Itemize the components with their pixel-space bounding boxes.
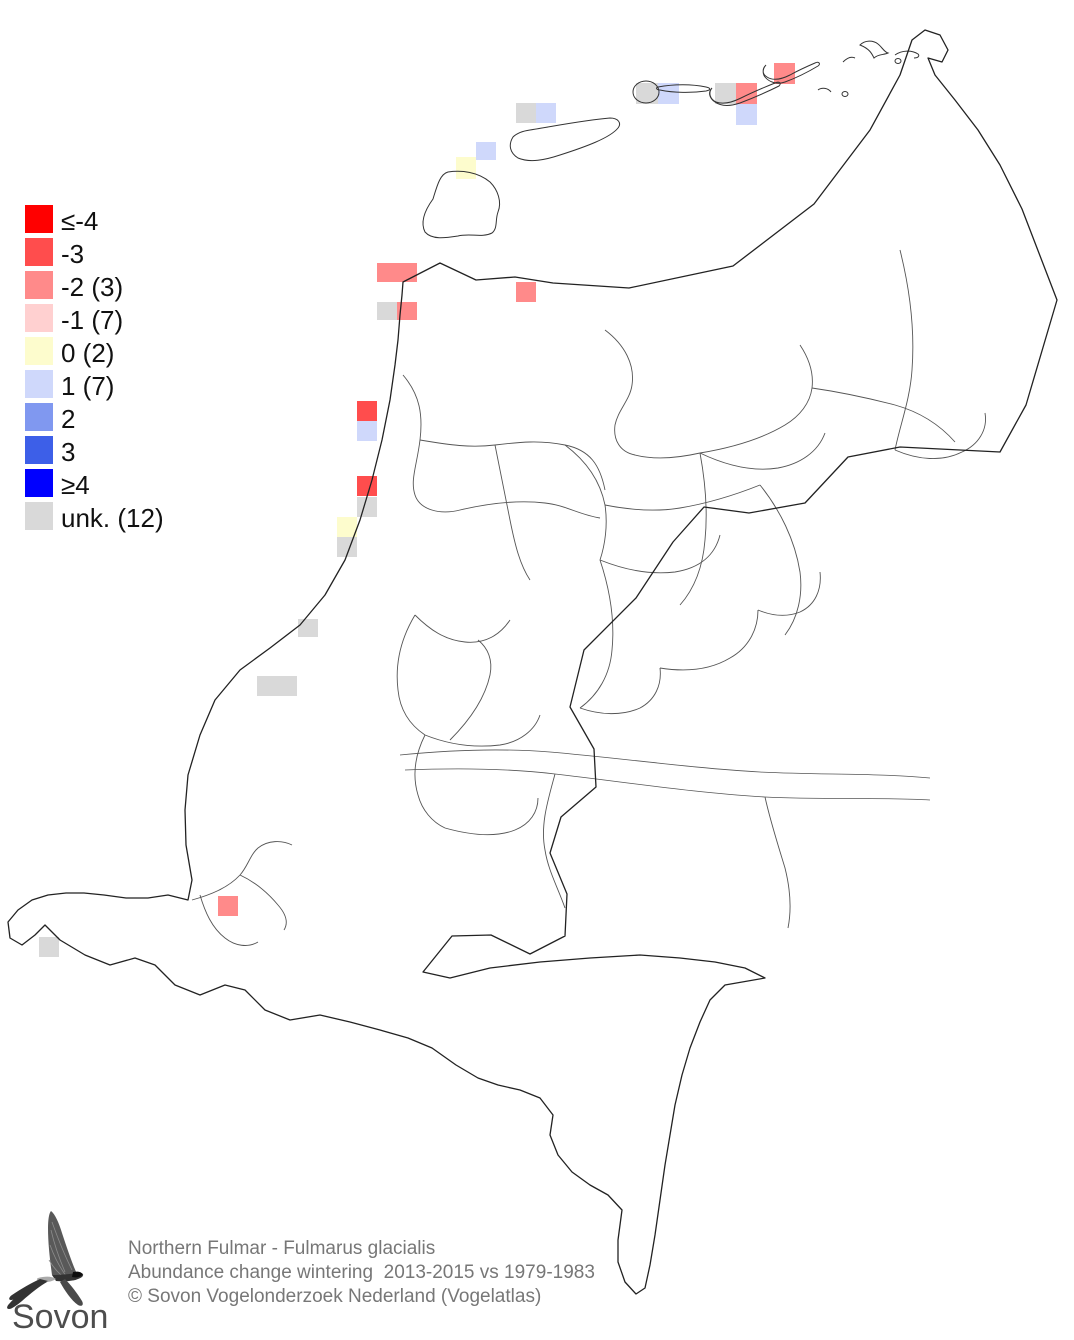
svg-text:Sovon: Sovon — [12, 1298, 108, 1336]
